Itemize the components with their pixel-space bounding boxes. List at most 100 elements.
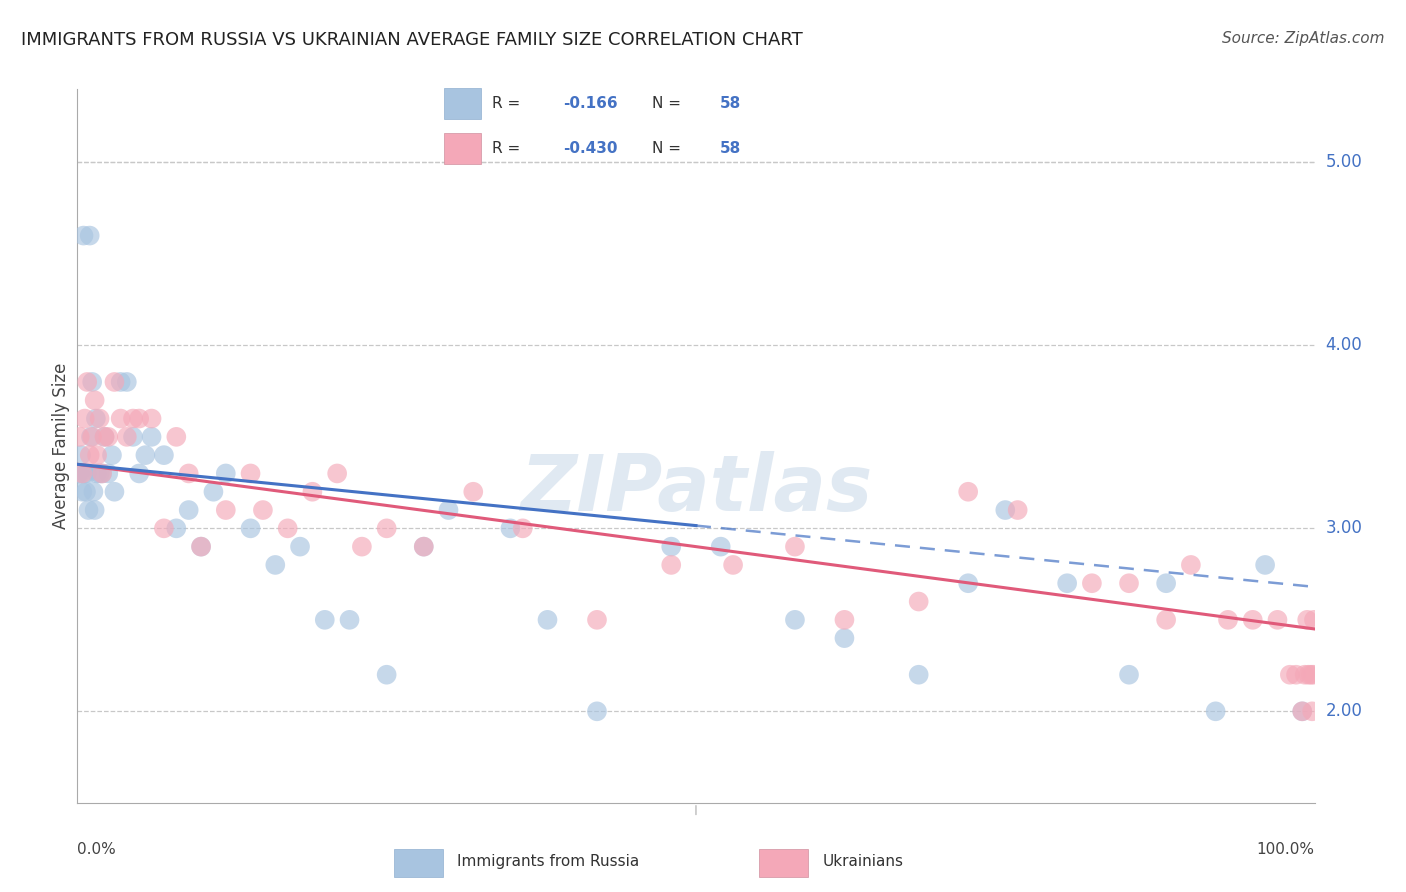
Point bbox=[82, 484, 104, 499]
Point bbox=[536, 613, 558, 627]
Point bbox=[1056, 576, 1078, 591]
Point bbox=[110, 375, 132, 389]
Point bbox=[907, 667, 929, 681]
Point bbox=[83, 503, 105, 517]
Text: 3.00: 3.00 bbox=[1326, 519, 1362, 537]
Point bbox=[128, 467, 150, 481]
Point bbox=[1291, 704, 1313, 718]
Point bbox=[659, 540, 682, 554]
Text: Ukrainians: Ukrainians bbox=[823, 855, 904, 869]
Point bbox=[73, 411, 96, 425]
Text: ZIPatlas: ZIPatlas bbox=[520, 450, 872, 527]
Point bbox=[586, 613, 609, 627]
Point bbox=[82, 430, 104, 444]
Point bbox=[97, 430, 120, 444]
Point bbox=[115, 430, 138, 444]
Point bbox=[375, 521, 398, 535]
Point bbox=[1241, 613, 1264, 627]
Text: -0.430: -0.430 bbox=[562, 141, 617, 155]
Point bbox=[70, 448, 93, 462]
Point bbox=[288, 540, 311, 554]
Point bbox=[1154, 613, 1177, 627]
Point bbox=[834, 631, 856, 645]
FancyBboxPatch shape bbox=[444, 133, 481, 164]
Point bbox=[165, 430, 187, 444]
Point bbox=[412, 540, 434, 554]
Point bbox=[73, 467, 96, 481]
Point bbox=[277, 521, 299, 535]
Text: 58: 58 bbox=[720, 141, 741, 155]
Point bbox=[72, 467, 94, 481]
Text: R =: R = bbox=[492, 141, 520, 155]
Text: N =: N = bbox=[652, 141, 682, 155]
Point bbox=[957, 484, 980, 499]
Point bbox=[957, 576, 980, 591]
Point bbox=[1267, 613, 1289, 627]
Text: Source: ZipAtlas.com: Source: ZipAtlas.com bbox=[1222, 31, 1385, 46]
Point bbox=[412, 540, 434, 554]
Y-axis label: Average Family Size: Average Family Size bbox=[52, 363, 70, 529]
Point bbox=[122, 430, 145, 444]
Point bbox=[215, 503, 238, 517]
Point bbox=[264, 558, 287, 572]
Point bbox=[1278, 667, 1301, 681]
Point bbox=[76, 375, 98, 389]
FancyBboxPatch shape bbox=[394, 849, 443, 877]
Point bbox=[1154, 576, 1177, 591]
Point bbox=[1205, 704, 1227, 718]
Text: 0.0%: 0.0% bbox=[77, 842, 117, 857]
Point bbox=[783, 613, 806, 627]
Point bbox=[1081, 576, 1104, 591]
Point bbox=[134, 448, 156, 462]
Point bbox=[783, 540, 806, 554]
Point bbox=[153, 448, 176, 462]
Point bbox=[165, 521, 187, 535]
Point bbox=[1298, 667, 1320, 681]
Text: -0.166: -0.166 bbox=[562, 95, 617, 111]
FancyBboxPatch shape bbox=[444, 88, 481, 119]
Point bbox=[350, 540, 373, 554]
Point bbox=[153, 521, 176, 535]
Text: Immigrants from Russia: Immigrants from Russia bbox=[457, 855, 640, 869]
Point bbox=[1007, 503, 1029, 517]
Point bbox=[239, 467, 262, 481]
Point bbox=[1294, 667, 1316, 681]
Point bbox=[326, 467, 349, 481]
Point bbox=[1254, 558, 1277, 572]
Point bbox=[1180, 558, 1202, 572]
Point bbox=[586, 704, 609, 718]
Point bbox=[659, 558, 682, 572]
Point bbox=[76, 467, 98, 481]
Point bbox=[84, 411, 107, 425]
Point bbox=[190, 540, 212, 554]
Point bbox=[141, 411, 163, 425]
Point bbox=[1291, 704, 1313, 718]
Point bbox=[1216, 613, 1239, 627]
Text: IMMIGRANTS FROM RUSSIA VS UKRAINIAN AVERAGE FAMILY SIZE CORRELATION CHART: IMMIGRANTS FROM RUSSIA VS UKRAINIAN AVER… bbox=[21, 31, 803, 49]
Point bbox=[89, 467, 111, 481]
Point bbox=[75, 484, 97, 499]
Point bbox=[834, 613, 856, 627]
Point bbox=[215, 467, 238, 481]
Point bbox=[994, 503, 1017, 517]
Text: R =: R = bbox=[492, 95, 520, 111]
Point bbox=[499, 521, 522, 535]
Point bbox=[1285, 667, 1308, 681]
Point bbox=[103, 484, 125, 499]
Point bbox=[710, 540, 733, 554]
Point bbox=[907, 594, 929, 608]
Point bbox=[122, 411, 145, 425]
Point bbox=[190, 540, 212, 554]
Point bbox=[202, 484, 225, 499]
Point bbox=[339, 613, 361, 627]
Point bbox=[110, 411, 132, 425]
Point bbox=[79, 448, 101, 462]
Point bbox=[1303, 613, 1326, 627]
Point bbox=[463, 484, 485, 499]
Point bbox=[67, 467, 90, 481]
FancyBboxPatch shape bbox=[759, 849, 808, 877]
Point bbox=[101, 448, 124, 462]
Point bbox=[93, 430, 115, 444]
Point bbox=[128, 411, 150, 425]
Point bbox=[721, 558, 744, 572]
